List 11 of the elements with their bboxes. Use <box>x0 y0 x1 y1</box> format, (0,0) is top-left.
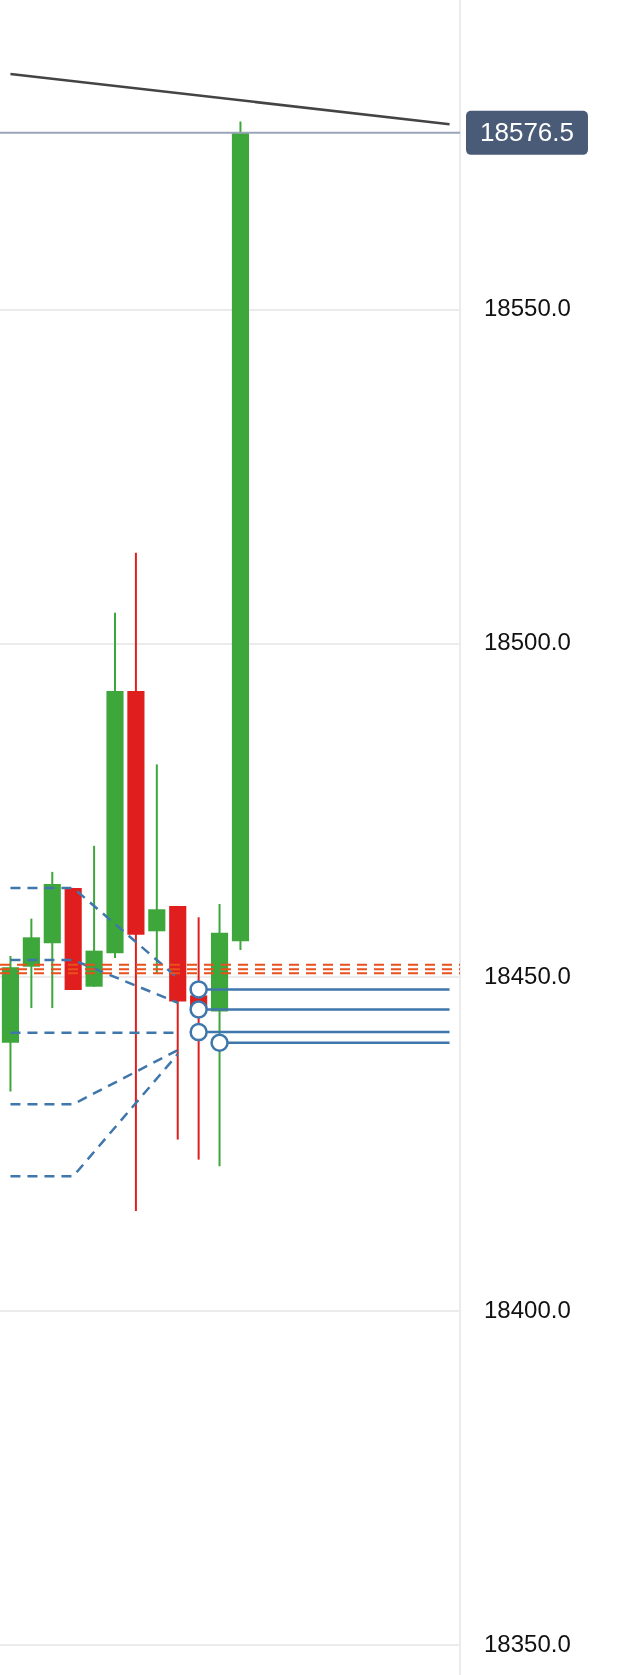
y-tick-label: 18450.0 <box>484 961 571 989</box>
point <box>210 1033 229 1053</box>
y-tick-label: 18500.0 <box>484 628 571 656</box>
point <box>189 1022 208 1042</box>
point <box>189 1000 208 1019</box>
y-tick-label: 18350.0 <box>484 1629 571 1657</box>
point <box>189 980 208 999</box>
candlestick <box>148 763 166 975</box>
y-tick-label: 18400.0 <box>484 1295 571 1323</box>
ref-line-label: 18576.5 <box>480 117 574 148</box>
y-tick-label: 18550.0 <box>484 294 571 322</box>
